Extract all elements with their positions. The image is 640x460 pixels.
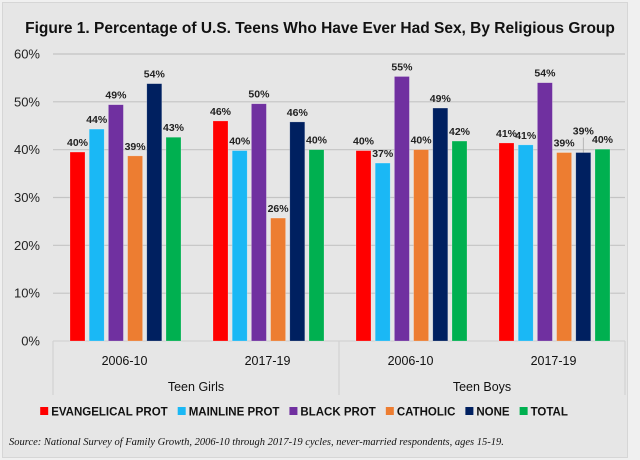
y-tick-label: 40% <box>14 142 40 157</box>
bar <box>231 150 248 342</box>
legend-label: NONE <box>476 407 510 419</box>
bar <box>88 128 105 342</box>
bar <box>108 104 124 342</box>
x-tick-label: 2006-10 <box>388 354 434 368</box>
y-tick-label: 60% <box>14 47 40 62</box>
bar <box>251 103 267 342</box>
x-tick-label: 2006-10 <box>102 354 148 368</box>
legend-item: TOTAL <box>519 407 568 419</box>
legend-item: MAINLINE PROT <box>177 407 280 419</box>
data-label: 40% <box>592 134 614 146</box>
y-tick-label: 0% <box>21 334 40 349</box>
bar <box>517 144 534 342</box>
y-tick-label: 30% <box>14 190 40 205</box>
bar <box>451 140 468 342</box>
legend-swatch <box>40 407 49 415</box>
legend-label: BLACK PROT <box>300 407 375 419</box>
legend-label: MAINLINE PROT <box>189 407 280 419</box>
bar <box>289 121 306 342</box>
legend-label: CATHOLIC <box>397 407 456 419</box>
bar <box>355 150 372 342</box>
legend-swatch <box>519 407 528 415</box>
data-labels: 40%46%40%41%44%40%37%41%49% 50%55%54%39%2… <box>67 61 614 215</box>
bar <box>537 82 553 342</box>
legend-label: EVANGELICAL PROT <box>51 407 168 419</box>
x-tick-label: 2017-19 <box>531 354 577 368</box>
data-label: 39% <box>573 126 595 138</box>
data-label: 40% <box>229 136 251 148</box>
y-axis-ticks: 0% 10% 20% 30% 40% 50% 60% <box>14 47 40 349</box>
legend-item: NONE <box>465 407 510 419</box>
data-label: 41% <box>496 128 518 140</box>
x-tick-label: 2017-19 <box>245 354 291 368</box>
data-label: 50% <box>248 89 270 101</box>
legend-swatch <box>465 407 474 415</box>
bars <box>69 76 611 342</box>
data-label: 44% <box>86 114 108 126</box>
data-label: 26% <box>268 203 290 215</box>
bar <box>432 107 449 342</box>
data-label: 40% <box>306 135 328 147</box>
bar <box>575 152 592 342</box>
data-label: 39% <box>125 141 147 153</box>
data-label: 54% <box>534 68 556 80</box>
bar <box>270 217 286 342</box>
data-label: 42% <box>449 126 471 138</box>
data-label: 40% <box>67 137 89 149</box>
bar <box>165 136 182 342</box>
y-tick-label: 50% <box>14 94 40 109</box>
legend-swatch <box>289 407 298 415</box>
legend-swatch <box>385 407 394 415</box>
data-label: 55% <box>391 61 413 73</box>
bar <box>594 148 611 342</box>
bar <box>394 76 410 342</box>
legend-item: CATHOLIC <box>385 407 456 419</box>
y-tick-label: 20% <box>14 238 40 253</box>
chart-title: Figure 1. Percentage of U.S. Teens Who H… <box>25 20 615 37</box>
bar <box>212 120 229 342</box>
data-label: 37% <box>372 148 394 160</box>
category-axis: 2006-10 2017-19 2006-10 2017-19 Teen Girls Te… <box>52 340 626 395</box>
bar <box>146 83 163 342</box>
data-label: 49% <box>105 90 127 102</box>
data-label: 49% <box>430 93 452 105</box>
data-label: 40% <box>353 136 375 148</box>
legend-label: TOTAL <box>531 407 568 419</box>
data-label: 41% <box>515 130 537 142</box>
bar <box>127 155 143 342</box>
legend-swatch <box>177 407 186 415</box>
y-tick-label: 10% <box>14 286 40 301</box>
data-label: 54% <box>144 69 166 81</box>
bar <box>69 151 86 342</box>
bar <box>498 142 515 342</box>
data-label: 46% <box>210 106 232 118</box>
legend-item: EVANGELICAL PROT <box>40 407 168 419</box>
bar <box>374 162 391 342</box>
legend: EVANGELICAL PROT MAINLINE PROT BLACK PROT C… <box>40 407 568 419</box>
group-label: Teen Boys <box>453 380 511 394</box>
source-note: Source: National Survey of Family Growth… <box>9 437 504 448</box>
bar <box>556 152 572 342</box>
group-label: Teen Girls <box>168 380 224 394</box>
data-label: 40% <box>411 135 433 147</box>
data-label: 46% <box>287 107 309 119</box>
legend-item: BLACK PROT <box>289 407 376 419</box>
data-label: 43% <box>163 122 185 134</box>
data-label: 39% <box>554 138 576 150</box>
bar <box>413 149 429 342</box>
bar <box>308 149 325 342</box>
